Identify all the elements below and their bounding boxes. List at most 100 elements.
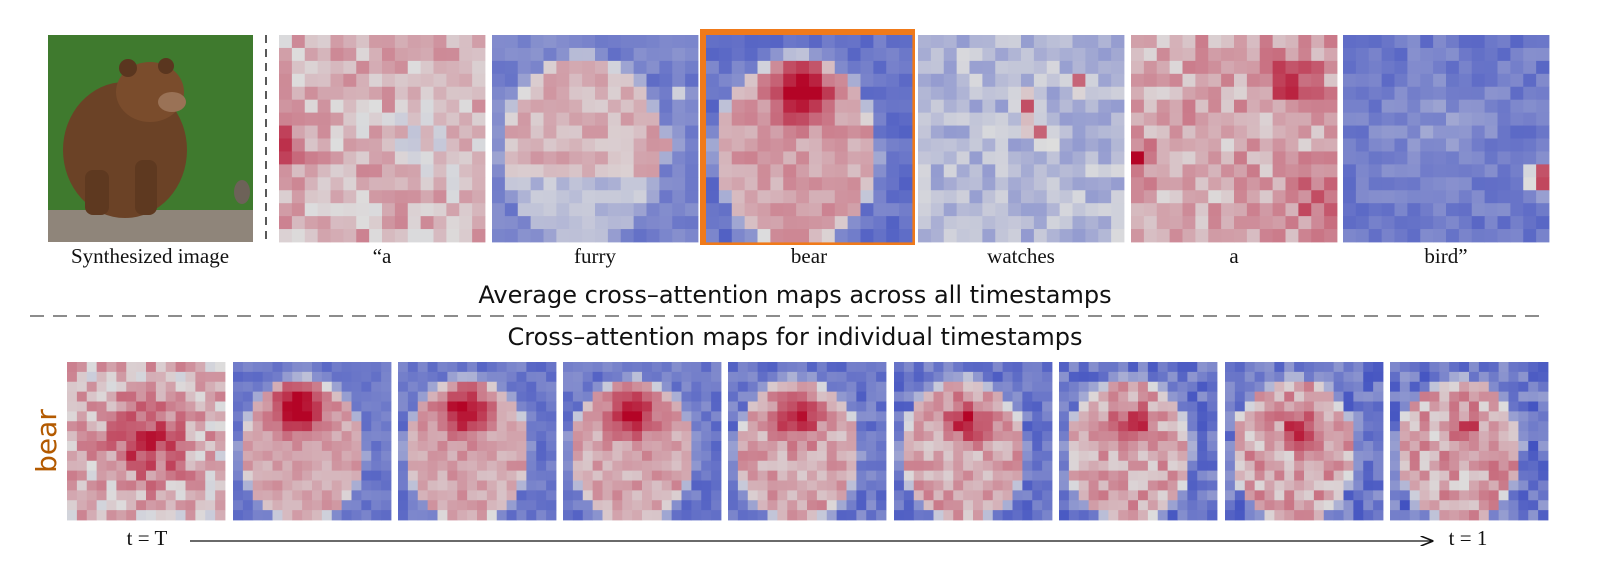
attention-cell: [1497, 73, 1511, 88]
attention-cell: [1157, 510, 1169, 521]
attention-cell: [1298, 35, 1312, 49]
attention-cell: [1098, 35, 1112, 49]
attention-cell: [1508, 480, 1519, 491]
attention-cell: [711, 421, 722, 432]
attention-cell: [1022, 480, 1033, 491]
attention-cell: [757, 216, 771, 230]
attention-cell: [923, 381, 934, 393]
attention-cell: [1419, 480, 1430, 491]
attention-cell: [185, 411, 196, 422]
attention-cell: [394, 35, 409, 49]
attention-cell: [923, 510, 934, 521]
attention-cell: [973, 490, 984, 501]
attention-cell: [1131, 190, 1145, 204]
attention-cell: [1478, 371, 1490, 383]
attention-cell: [556, 112, 570, 126]
attention-cell: [1324, 125, 1338, 139]
attention-cell: [472, 86, 486, 101]
attention-cell: [876, 450, 887, 462]
attention-cell: [602, 421, 613, 432]
attention-cell: [155, 391, 167, 402]
attention-cell: [1042, 381, 1053, 393]
attention-cell: [642, 431, 653, 442]
attention-cell: [1156, 216, 1171, 230]
attention-cell: [1390, 480, 1401, 491]
attention-cell: [1407, 164, 1421, 178]
attention-cell: [899, 177, 913, 191]
attention-cell: [757, 411, 768, 422]
attention-cell: [1108, 371, 1119, 383]
attention-cell: [165, 450, 177, 462]
attention-cell: [1355, 151, 1370, 165]
attention-cell: [1221, 47, 1235, 62]
attention-cell: [1343, 460, 1354, 472]
attention-cell: [446, 60, 460, 75]
attention-map: [728, 362, 887, 521]
attention-cell: [1138, 500, 1149, 511]
attention-cell: [467, 381, 478, 393]
attention-cell: [582, 138, 596, 152]
attention-cell: [866, 371, 877, 383]
attention-cell: [262, 450, 273, 462]
attention-cell: [982, 125, 996, 139]
attention-cell: [1177, 381, 1188, 393]
attention-cell: [620, 203, 635, 217]
attention-cell: [963, 470, 974, 481]
attention-cell: [1182, 47, 1196, 62]
attention-cell: [67, 421, 78, 432]
attention-cell: [165, 470, 177, 481]
attention-cell: [96, 450, 107, 462]
attention-cell: [963, 450, 974, 462]
attention-cell: [982, 411, 994, 422]
attention-cell: [646, 229, 660, 243]
attention-cell: [472, 151, 486, 165]
attention-cell: [1157, 391, 1169, 402]
attention-cell: [1285, 216, 1299, 230]
attention-cell: [1128, 421, 1139, 432]
attention-cell: [659, 203, 673, 217]
attention-cell: [1433, 86, 1447, 101]
attention-cell: [622, 411, 633, 422]
attention-cell: [1046, 73, 1061, 88]
attention-cell: [943, 381, 954, 393]
attention-cell: [918, 60, 932, 75]
attention-cell: [1147, 391, 1159, 402]
attention-cell: [282, 381, 293, 393]
attention-cell: [526, 391, 537, 402]
attention-cell: [982, 203, 996, 217]
attention-cell: [343, 203, 357, 217]
attention-cell: [1234, 190, 1248, 204]
attention-cell: [1478, 362, 1490, 373]
attention-cell: [1244, 510, 1256, 521]
attention-cell: [592, 490, 603, 501]
attention-cell: [1098, 470, 1109, 481]
attention-cell: [292, 460, 303, 472]
attention-cell: [592, 431, 603, 442]
attention-cell: [943, 500, 954, 511]
attention-cell: [821, 151, 836, 165]
attention-cell: [943, 112, 958, 126]
attention-cell: [477, 470, 488, 481]
attention-cell: [205, 371, 216, 383]
attention-cell: [467, 480, 478, 491]
attention-cell: [1407, 216, 1421, 230]
attention-cell: [321, 411, 333, 422]
attention-cell: [446, 112, 460, 126]
attention-cell: [96, 411, 107, 422]
attention-cell: [341, 510, 352, 521]
attention-cell: [302, 391, 313, 402]
attention-cell: [757, 421, 768, 432]
attention-cell: [215, 510, 226, 521]
attention-cell: [982, 86, 996, 101]
attention-cell: [681, 362, 692, 373]
attention-cell: [526, 371, 537, 383]
attention-cell: [86, 441, 98, 452]
attention-cell: [953, 381, 964, 393]
attention-cell: [477, 441, 488, 452]
attention-cell: [233, 480, 244, 491]
attention-cell: [622, 450, 633, 462]
attention-cell: [1234, 470, 1246, 481]
token-label: furry: [574, 244, 616, 268]
attention-cell: [595, 190, 609, 204]
attention-cell: [331, 500, 343, 511]
